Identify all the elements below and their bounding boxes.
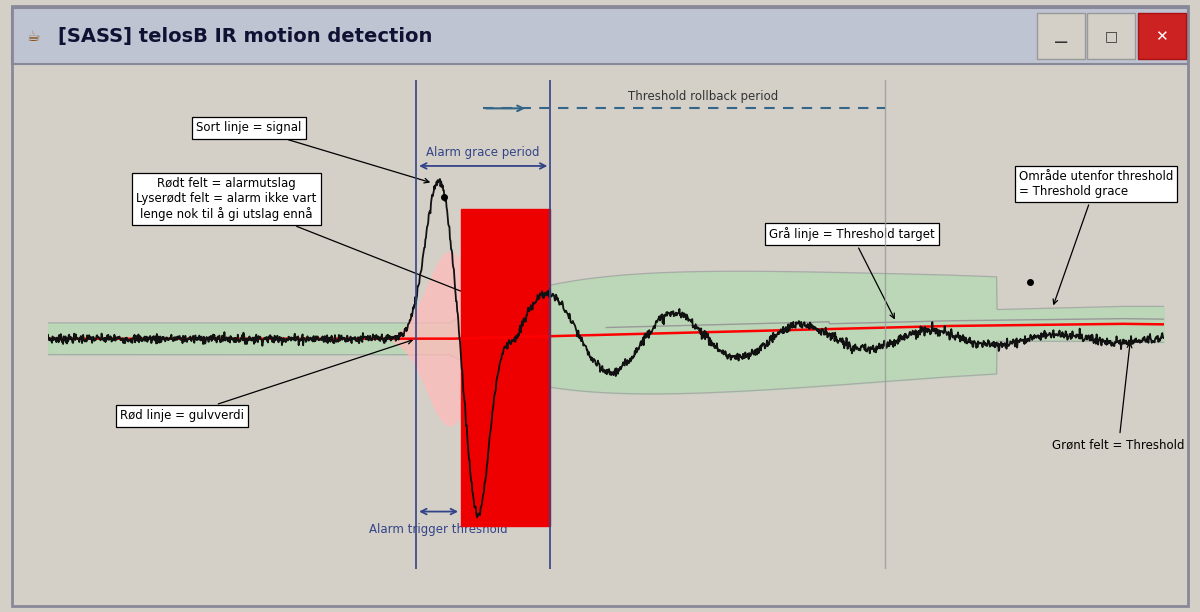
Text: Grønt felt = Threshold: Grønt felt = Threshold bbox=[1052, 343, 1184, 451]
Text: □: □ bbox=[1105, 29, 1117, 43]
Text: Alarm grace period: Alarm grace period bbox=[426, 146, 540, 159]
Text: Alarm trigger threshold: Alarm trigger threshold bbox=[370, 523, 508, 536]
Text: Threshold rollback period: Threshold rollback period bbox=[629, 89, 779, 103]
Text: Rød linje = gulvverdi: Rød linje = gulvverdi bbox=[120, 339, 413, 422]
Text: [SASS] telosB IR motion detection: [SASS] telosB IR motion detection bbox=[58, 26, 432, 46]
Text: Sort linje = signal: Sort linje = signal bbox=[196, 121, 430, 183]
Text: Område utenfor threshold
= Threshold grace: Område utenfor threshold = Threshold gra… bbox=[1019, 170, 1174, 304]
Text: ☕: ☕ bbox=[26, 29, 41, 43]
Text: Grå linje = Threshold target: Grå linje = Threshold target bbox=[769, 227, 935, 318]
Bar bbox=[461, 209, 551, 526]
Text: Rødt felt = alarmutslag
Lyserødt felt = alarm ikke vart
lenge nok til å gi utsla: Rødt felt = alarmutslag Lyserødt felt = … bbox=[137, 177, 468, 294]
Text: ✕: ✕ bbox=[1156, 29, 1168, 43]
Text: −: − bbox=[1052, 33, 1069, 53]
